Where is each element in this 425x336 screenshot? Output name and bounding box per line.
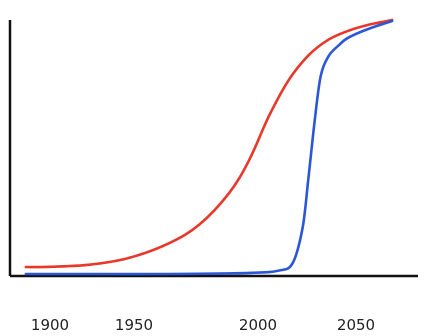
series-layer [24,18,394,276]
series-line-1 [24,18,394,269]
x-tick-label-2000: 2000 [239,316,277,334]
x-tick-label-1900: 1900 [31,316,69,334]
x-tick-labels: 1900 1950 2000 2050 [31,316,375,334]
x-tick-label-1950: 1950 [115,316,153,334]
series-line-2 [24,19,394,276]
x-tick-label-2050: 2050 [337,316,375,334]
